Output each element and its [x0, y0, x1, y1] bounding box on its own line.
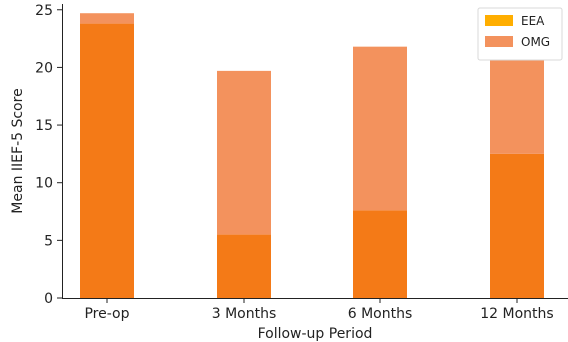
- y-tick-label: 25: [35, 3, 53, 19]
- x-tick-label: Pre-op: [84, 306, 129, 322]
- bar-eea-pre-op: [80, 23, 134, 298]
- y-ticks: 0 5 10 15 20 25: [35, 3, 62, 307]
- bars-layer: [80, 13, 544, 298]
- legend-swatch-eea: [485, 15, 513, 26]
- y-tick-label: 15: [35, 118, 53, 134]
- legend-swatch-omg: [485, 36, 513, 47]
- y-tick-label: 10: [35, 176, 53, 192]
- bar-omg-pre-op: [80, 13, 134, 24]
- x-tick-label: 6 Months: [348, 306, 413, 322]
- bar-eea-12-months: [490, 153, 544, 298]
- y-tick-label: 0: [44, 291, 53, 307]
- legend: EEA OMG: [477, 7, 563, 61]
- y-tick-label: 20: [35, 60, 53, 76]
- x-tick-label: 3 Months: [212, 306, 277, 322]
- bar-omg-6-months: [353, 46, 407, 211]
- bar-eea-6-months: [353, 210, 407, 298]
- bar-eea-3-months: [217, 234, 271, 298]
- bar-omg-3-months: [217, 70, 271, 235]
- legend-label-omg: OMG: [521, 35, 550, 49]
- x-ticks: Pre-op 3 Months 6 Months 12 Months: [84, 298, 554, 322]
- y-tick-label: 5: [44, 233, 53, 249]
- x-axis-label: Follow-up Period: [258, 326, 373, 342]
- y-axis-label: Mean IIEF-5 Score: [10, 88, 26, 213]
- bar-omg-12-months: [490, 46, 544, 154]
- x-tick-label: 12 Months: [480, 306, 553, 322]
- legend-label-eea: EEA: [521, 14, 545, 28]
